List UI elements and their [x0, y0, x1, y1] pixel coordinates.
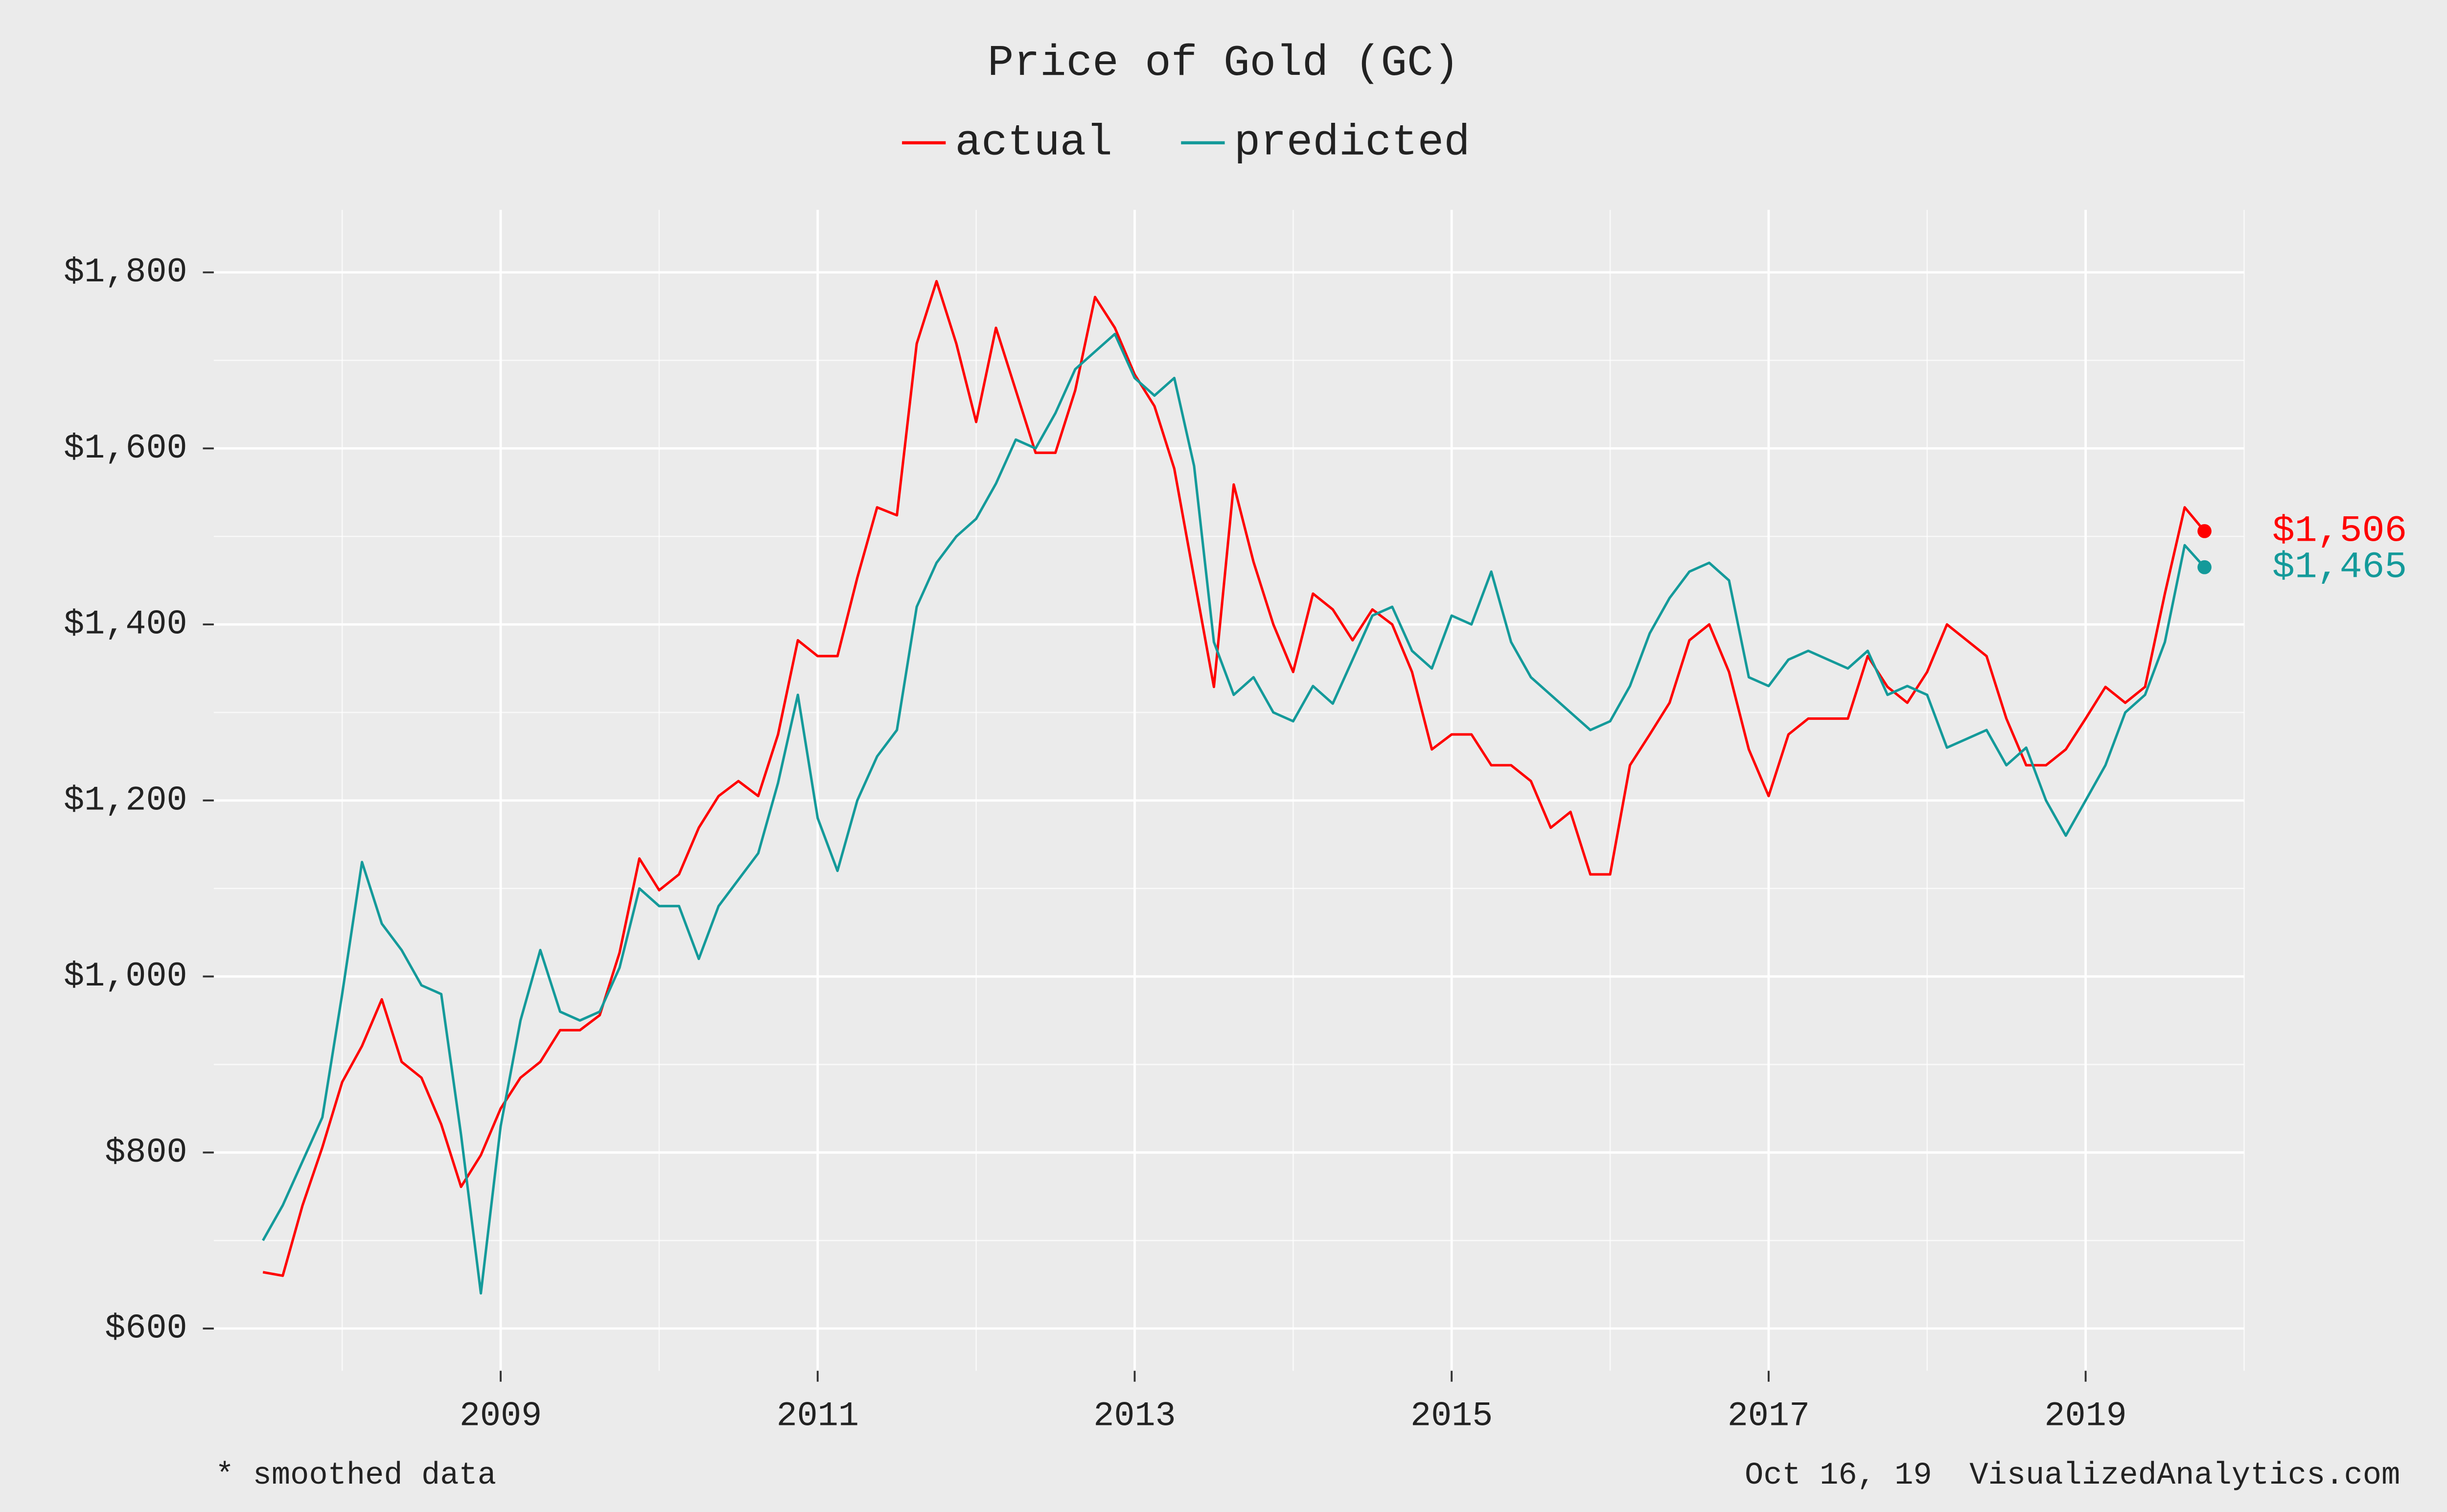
y-tick-label: $1,600	[64, 430, 187, 468]
footnote: * smoothed data	[215, 1458, 496, 1493]
y-tick-label: $600	[105, 1310, 187, 1349]
y-tick-label: $1,000	[64, 958, 187, 996]
y-tick-label: $800	[105, 1134, 187, 1172]
x-tick-label: 2013	[1093, 1397, 1176, 1436]
series-line	[262, 332, 2206, 1295]
end-label: $1,506	[2272, 510, 2407, 552]
legend-label: actual	[955, 118, 1112, 167]
end-label: $1,465	[2272, 546, 2407, 588]
legend-label: predicted	[1234, 118, 1470, 167]
credit: Oct 16, 19 VisualizedAnalytics.com	[1745, 1458, 2400, 1493]
y-tick-label: $1,200	[64, 781, 187, 820]
y-tick-label: $1,400	[64, 606, 187, 644]
x-tick-label: 2011	[777, 1397, 859, 1436]
x-tick-label: 2015	[1410, 1397, 1493, 1436]
x-tick-label: 2019	[2044, 1397, 2126, 1436]
end-point	[2197, 524, 2212, 538]
series-line	[262, 280, 2206, 1277]
x-tick-label: 2009	[460, 1397, 542, 1436]
chart-title: Price of Gold (GC)	[988, 39, 1459, 88]
y-tick-label: $1,800	[64, 253, 187, 292]
x-tick-label: 2017	[1728, 1397, 1810, 1436]
end-point	[2197, 560, 2212, 574]
